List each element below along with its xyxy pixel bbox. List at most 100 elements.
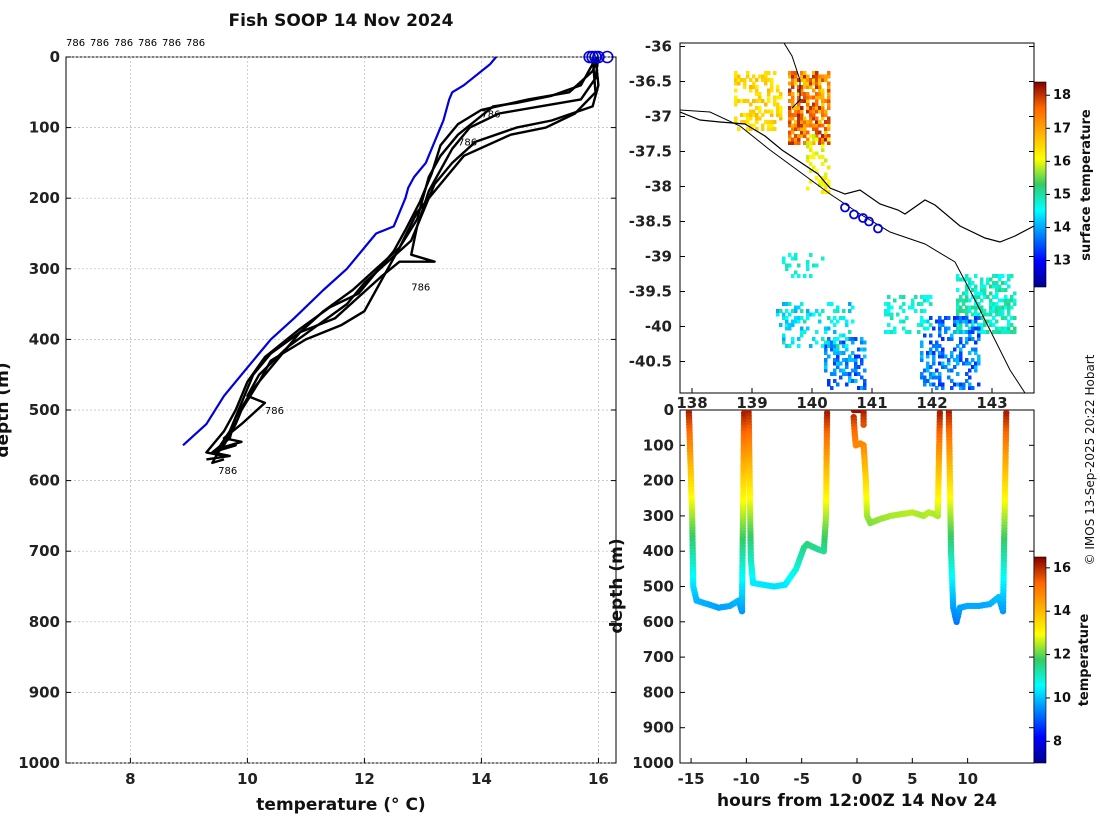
map-sst-pixel	[836, 305, 840, 310]
map-sst-pixel	[788, 74, 792, 79]
map-sst-pixel	[920, 375, 924, 380]
map-sst-pixel	[860, 361, 864, 366]
map-sst-pixel	[1007, 277, 1011, 282]
map-sst-pixel	[818, 109, 822, 114]
map-sst-pixel	[827, 99, 831, 103]
map-sst-pixel	[809, 134, 813, 138]
map-sst-pixel	[995, 284, 999, 289]
map-sst-pixel	[818, 85, 822, 89]
map-sst-pixel	[827, 141, 831, 145]
map-sst-pixel	[812, 95, 816, 100]
map-sst-pixel	[860, 347, 864, 352]
map-sst-pixel	[815, 71, 819, 75]
map-sst-pixel	[809, 109, 813, 114]
map-sst-pixel	[803, 274, 807, 278]
map-sst-pixel	[971, 358, 975, 362]
map-sst-pixel	[803, 130, 807, 135]
map-sst-pixel	[794, 127, 798, 131]
map-sst-pixel	[854, 358, 858, 362]
map-sst-pixel	[824, 130, 828, 135]
map-sst-pixel	[833, 351, 837, 355]
map-sst-pixel	[821, 337, 825, 341]
map-sst-pixel	[806, 312, 810, 317]
map-sst-pixel	[842, 316, 846, 320]
map-sst-pixel	[833, 323, 837, 327]
map-sst-pixel	[794, 316, 798, 320]
map-sst-pixel	[746, 71, 750, 75]
map-sst-pixel	[815, 74, 819, 79]
map-sst-pixel	[932, 358, 936, 362]
map-sst-pixel	[977, 358, 981, 362]
map-sst-pixel	[791, 95, 795, 100]
map-sst-pixel	[980, 305, 984, 310]
map-sst-pixel	[800, 127, 804, 131]
map-sst-pixel	[959, 340, 963, 345]
map-sst-pixel	[845, 358, 849, 362]
map-sst-pixel	[932, 372, 936, 376]
map-sst-pixel	[794, 309, 798, 313]
map-sst-pixel	[821, 109, 825, 114]
map-sst-pixel	[977, 326, 981, 331]
map-sst-pixel	[755, 113, 759, 117]
map-sst-pixel	[974, 288, 978, 292]
map-sst-pixel	[815, 130, 819, 135]
map-sst-pixel	[995, 274, 999, 278]
map-sst-pixel	[956, 305, 960, 310]
map-bass-coast	[783, 43, 801, 109]
map-sst-pixel	[761, 123, 765, 128]
map-sst-pixel	[797, 95, 801, 100]
map-sst-pixel	[803, 120, 807, 124]
map-sst-pixel	[893, 326, 897, 331]
map-sst-pixel	[836, 382, 840, 387]
map-sst-pixel	[797, 319, 801, 324]
map-sst-pixel	[821, 102, 825, 107]
map-sst-pixel	[776, 88, 780, 93]
map-sst-pixel	[827, 137, 831, 142]
map-sst-pixel	[965, 305, 969, 310]
map-sst-pixel	[863, 347, 867, 352]
map-sst-pixel	[755, 99, 759, 103]
timeseries-series	[685, 410, 1010, 625]
map-sst-pixel	[959, 319, 963, 324]
map-sst-pixel	[971, 312, 975, 317]
map-sst-pixel	[818, 141, 822, 145]
map-sst-pixel	[806, 130, 810, 135]
map-sst-pixel	[797, 123, 801, 128]
map-sst-pixel	[902, 309, 906, 313]
map-sst-pixel	[929, 382, 933, 387]
map-sst-pixel	[821, 99, 825, 103]
map-sst-pixel	[767, 95, 771, 100]
timeseries-point	[936, 410, 944, 417]
map-sst-pixel	[806, 267, 810, 271]
map-sst-pixel	[806, 186, 810, 191]
map-sst-pixel	[806, 81, 810, 86]
map-sst-pixel	[767, 109, 771, 114]
map-sst-pixel	[989, 319, 993, 324]
map-sst-pixel	[992, 295, 996, 299]
map-sst-pixel	[974, 340, 978, 345]
map-sst-pixel	[815, 330, 819, 334]
timeseries-xtick-label: -5	[793, 770, 810, 788]
map-sst-pixel	[842, 368, 846, 373]
map-sst-pixel	[749, 78, 753, 82]
map-sst-pixel	[983, 312, 987, 317]
map-sst-pixel	[965, 361, 969, 366]
map-sst-pixel	[800, 302, 804, 306]
map-colorbar-tick-label: 18	[1053, 88, 1071, 103]
map-sst-pixel	[992, 305, 996, 310]
map-sst-pixel	[992, 274, 996, 278]
map-sst-pixel	[974, 309, 978, 313]
map-sst-pixel	[818, 179, 822, 184]
map-sst-pixel	[977, 330, 981, 334]
map-sst-pixel	[815, 81, 819, 86]
map-sst-pixel	[959, 386, 963, 390]
map-sst-pixel	[782, 337, 786, 341]
map-sst-pixel	[806, 78, 810, 82]
map-sst-pixel	[1001, 274, 1005, 278]
map-sst-pixel	[815, 85, 819, 89]
profile-xtick-label: 12	[354, 770, 375, 788]
map-sst-pixel	[893, 298, 897, 303]
map-sst-pixel	[800, 120, 804, 124]
map-sst-pixels	[734, 71, 1017, 390]
timeseries-point	[823, 410, 831, 417]
